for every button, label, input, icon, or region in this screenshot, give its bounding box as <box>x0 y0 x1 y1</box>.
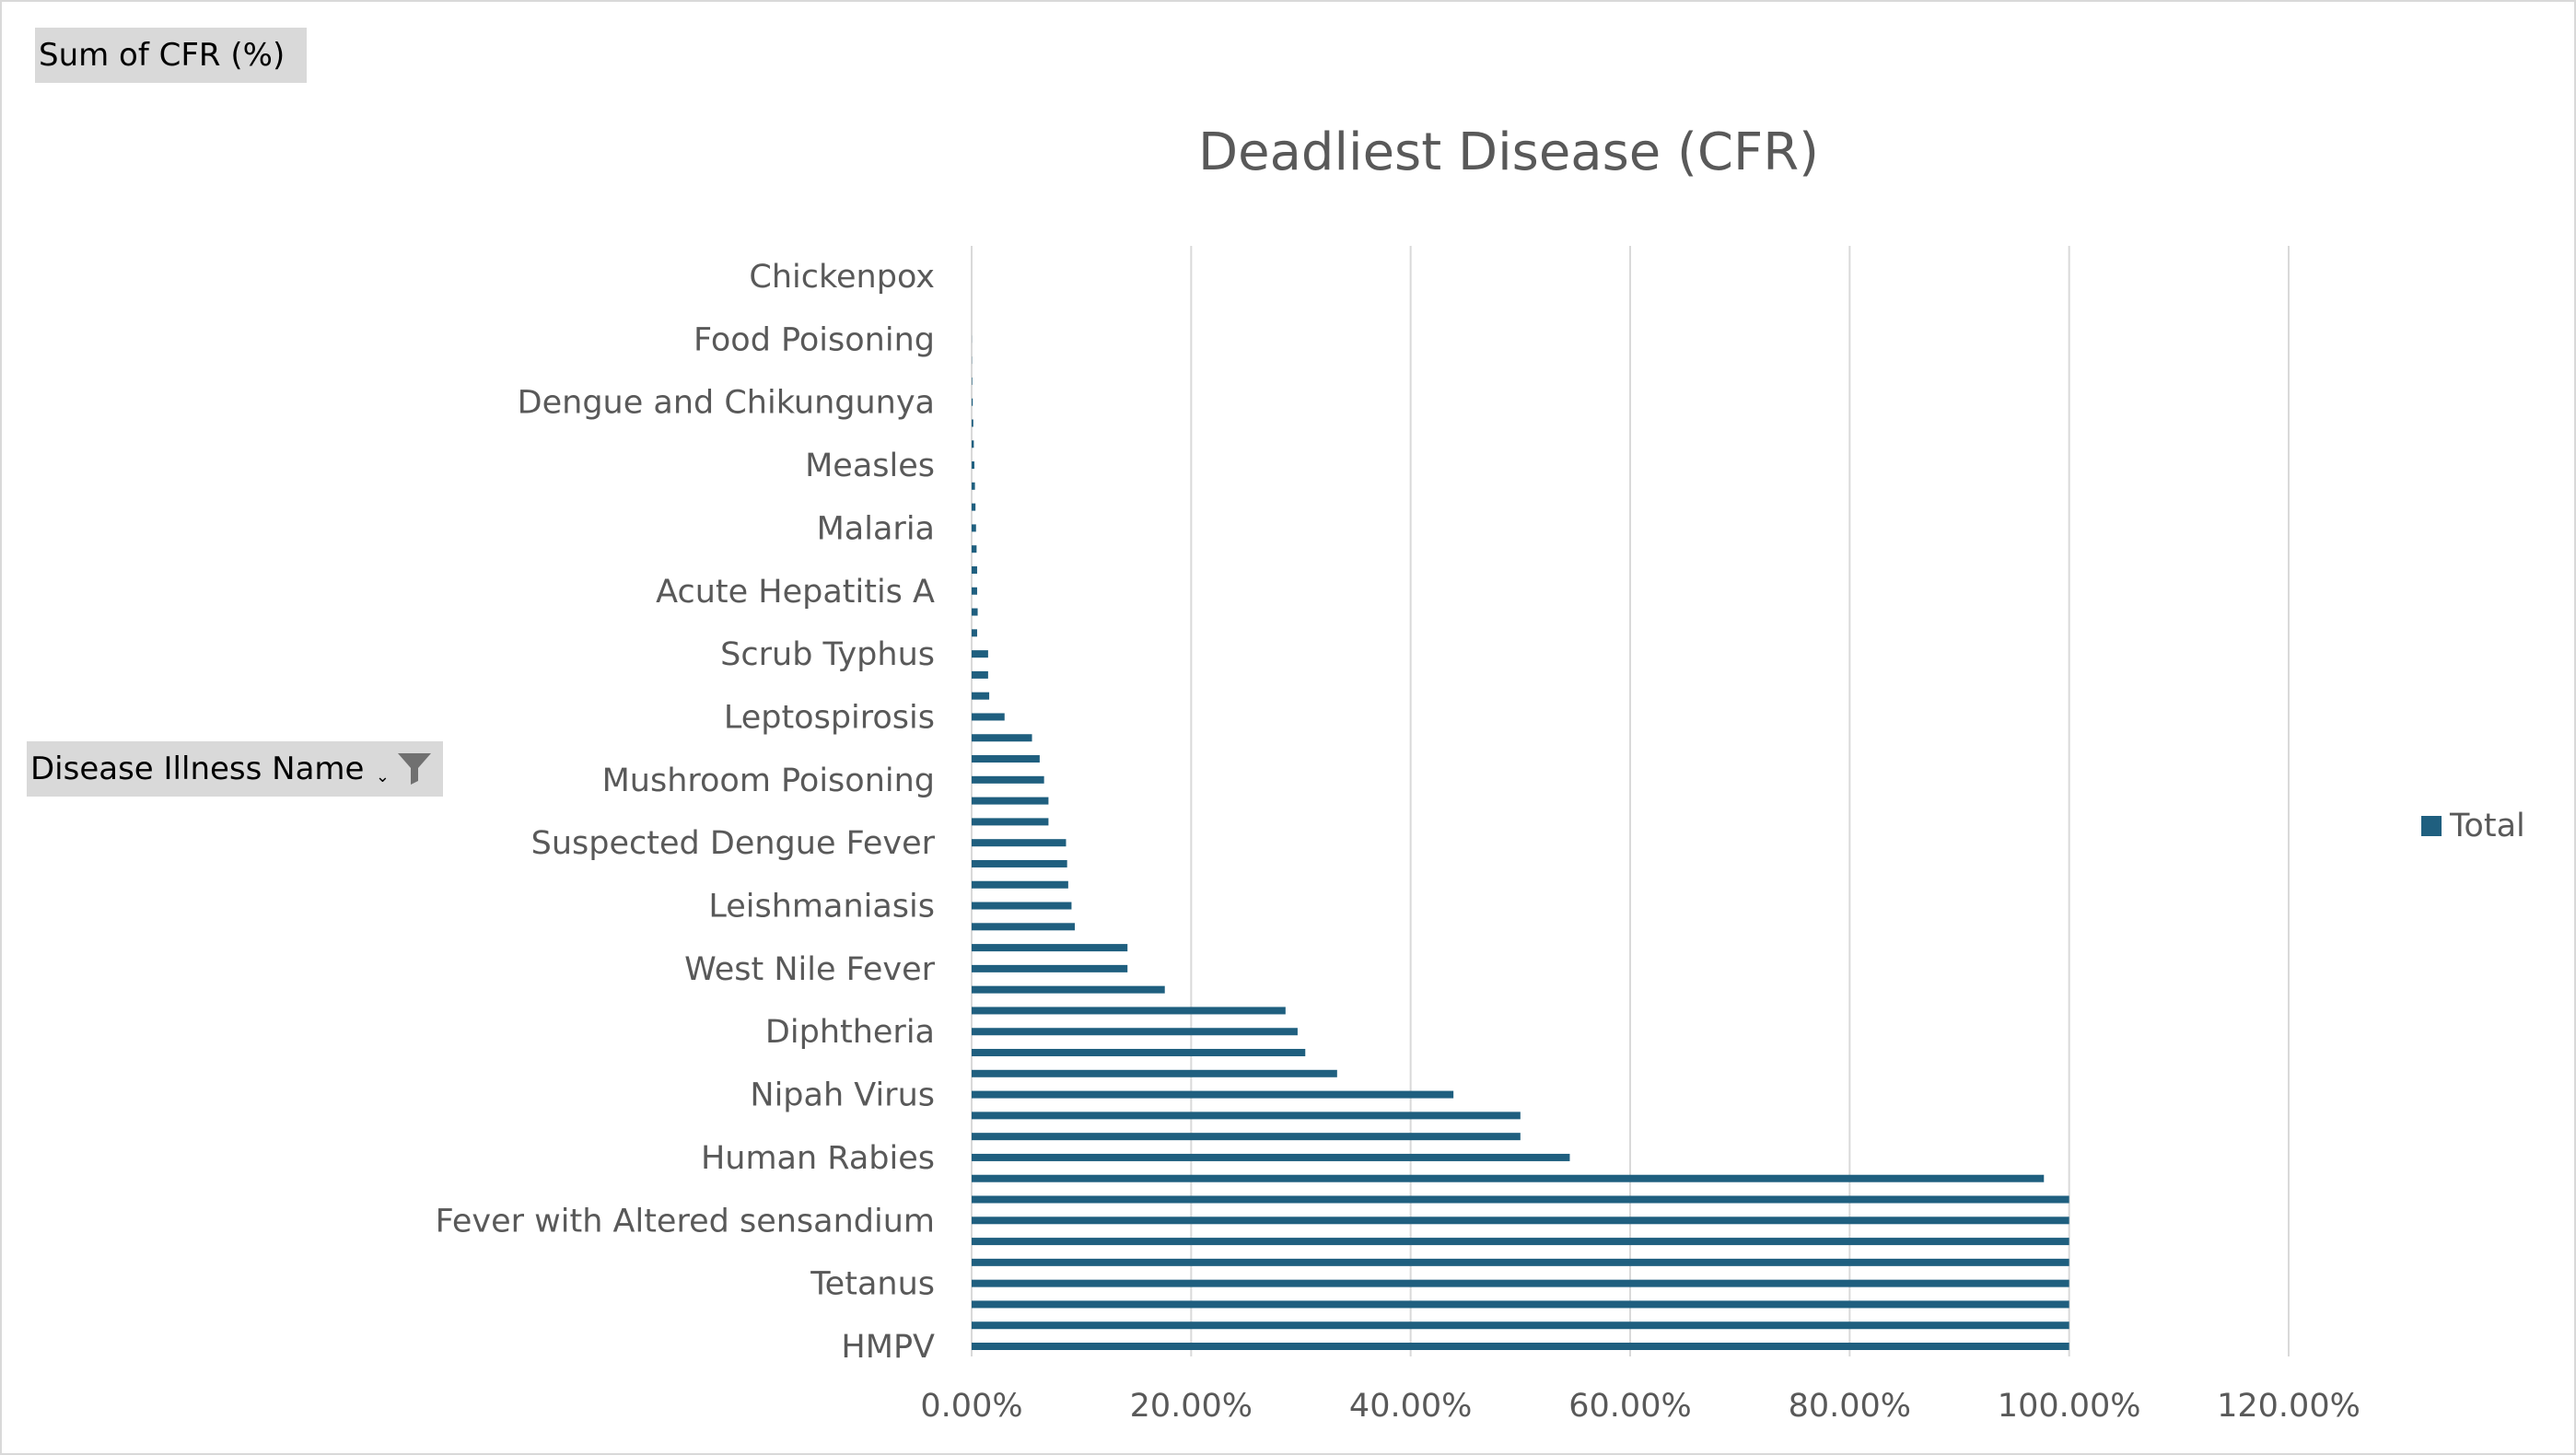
bar <box>972 839 1067 847</box>
row-field-button[interactable]: Disease Illness Name ⌄ <box>27 741 443 797</box>
bar <box>972 923 1076 931</box>
category-label: Dengue and Chikungunya <box>518 385 935 422</box>
x-tick-label: 0.00% <box>920 1388 1022 1425</box>
bar <box>972 1300 2069 1309</box>
bar <box>972 818 1049 826</box>
category-label: Leptospirosis <box>724 699 935 736</box>
bars <box>972 335 2069 1350</box>
category-label: Human Rabies <box>701 1140 935 1177</box>
x-tick-label: 60.00% <box>1568 1388 1691 1425</box>
category-label: Diphtheria <box>765 1014 935 1051</box>
bar <box>972 985 1165 994</box>
row-field-label: Disease Illness Name <box>30 751 365 787</box>
bar <box>972 419 973 427</box>
bar <box>972 964 1128 972</box>
bar <box>972 734 1032 742</box>
bar <box>972 461 974 470</box>
bar <box>972 1343 2069 1350</box>
bar <box>972 1090 1454 1099</box>
bar <box>972 1238 2069 1246</box>
category-label: Acute Hepatitis A <box>656 574 935 611</box>
category-label: Nipah Virus <box>750 1077 935 1114</box>
x-tick-label: 100.00% <box>1998 1388 2141 1425</box>
bar <box>972 1279 2069 1287</box>
bar <box>972 565 977 574</box>
x-tick-label: 80.00% <box>1789 1388 1911 1425</box>
bar <box>972 1112 1521 1120</box>
bar <box>972 524 976 532</box>
bar <box>972 670 988 679</box>
category-label: Malaria <box>817 510 935 547</box>
x-axis-tick-labels: 0.00% 20.00% 40.00% 60.00% 80.00% 100.00% 120.… <box>920 1388 2360 1425</box>
category-label: Fever with Altered sensandium <box>436 1203 935 1240</box>
legend-swatch <box>2421 816 2442 836</box>
bar <box>972 503 976 511</box>
bar <box>972 1216 2069 1225</box>
bar <box>972 377 973 385</box>
x-tick-label: 20.00% <box>1130 1388 1253 1425</box>
bar <box>972 713 1005 721</box>
bar <box>972 1258 2069 1266</box>
bar <box>972 859 1067 867</box>
bar <box>972 797 1049 805</box>
bar <box>972 440 974 448</box>
category-label: Scrub Typhus <box>720 636 935 673</box>
bar <box>972 1133 1521 1141</box>
bar <box>972 608 978 616</box>
bar <box>972 1069 1337 1077</box>
filter-icon[interactable] <box>395 750 434 788</box>
category-label: Mushroom Poisoning <box>602 762 935 799</box>
category-label: Tetanus <box>810 1266 935 1303</box>
bar <box>972 650 988 658</box>
bar <box>972 1195 2069 1204</box>
bar <box>972 545 977 553</box>
value-field-button[interactable]: Sum of CFR (%) <box>35 28 307 83</box>
gridlines <box>971 246 2290 1356</box>
bar <box>972 482 975 490</box>
x-tick-label: 40.00% <box>1349 1388 1472 1425</box>
bar <box>972 755 1040 763</box>
category-labels: Chickenpox Food Poisoning Dengue and Chiku… <box>436 259 936 1366</box>
value-field-label: Sum of CFR (%) <box>39 37 286 74</box>
category-label: Leishmaniasis <box>708 889 935 925</box>
category-label: Measles <box>805 448 935 484</box>
legend: Total <box>2421 808 2525 844</box>
bar <box>972 902 1072 910</box>
bar <box>972 1007 1286 1015</box>
bar <box>972 944 1128 952</box>
category-label: Food Poisoning <box>694 321 935 358</box>
category-label: HMPV <box>841 1329 935 1366</box>
bar <box>972 629 977 637</box>
bar <box>972 1153 1570 1161</box>
bar <box>972 692 990 700</box>
category-label: West Nile Fever <box>684 951 935 988</box>
bar <box>972 587 977 595</box>
legend-entry-total: Total <box>2449 808 2525 844</box>
bar <box>972 1174 2045 1182</box>
bar <box>972 775 1044 784</box>
bar <box>972 1321 2069 1330</box>
category-label: Chickenpox <box>749 259 935 296</box>
dropdown-marker-icon: ⌄ <box>375 767 390 786</box>
bar <box>972 1049 1306 1057</box>
chart-title: Deadliest Disease (CFR) <box>1198 122 1819 182</box>
category-label: Suspected Dengue Fever <box>531 825 936 862</box>
x-tick-label: 120.00% <box>2217 1388 2360 1425</box>
bar <box>972 398 973 406</box>
bar <box>972 880 1068 889</box>
bar <box>972 1028 1298 1036</box>
